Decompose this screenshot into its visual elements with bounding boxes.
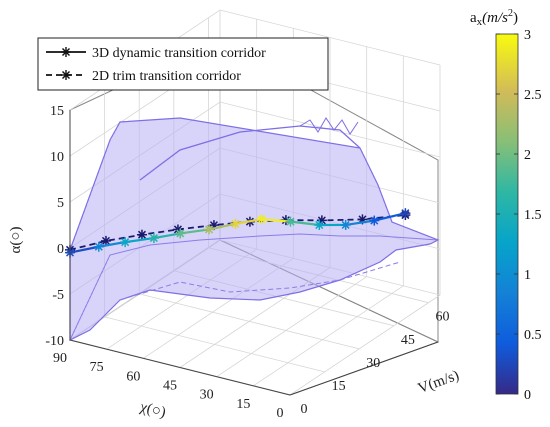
colorbar-ticks: 0 0.5 1 1.5 2 2.5 3 [496, 28, 542, 403]
corridor-surface [69, 117, 440, 341]
z-tick-label: -5 [52, 288, 64, 303]
colorbar-tick-label: 2 [524, 148, 531, 163]
legend-entry-2d: 2D trim transition corridor [46, 69, 241, 84]
series-3d-segment [374, 212, 406, 222]
z-axis-label: α(○) [8, 227, 24, 254]
series-3d-point [369, 215, 380, 226]
x-tick-label: 0 [277, 406, 284, 421]
axes-front [69, 110, 439, 396]
series-3d-point [230, 218, 241, 229]
z-tick-label: 10 [50, 150, 64, 165]
colorbar-tick-label: 0.5 [524, 328, 542, 343]
x-tick-label: 60 [126, 369, 140, 384]
series-3d-point [285, 216, 296, 227]
series-3d-segment [235, 218, 262, 225]
colorbar-label: ax(m/s2) [470, 8, 518, 28]
series-3d-segment [208, 222, 236, 231]
series-3d-point [93, 241, 104, 252]
legend-label-3d: 3D dynamic transition corridor [92, 46, 266, 61]
z-tick-label: 5 [57, 196, 64, 211]
series-3d-segment [153, 232, 181, 240]
z-tick-label: -10 [45, 334, 64, 349]
colorbar-tick-label: 0 [524, 388, 531, 403]
series-layer [65, 208, 411, 258]
colorbar-tick-label: 1.5 [524, 208, 542, 223]
tick-layer: -10 -5 0 5 10 15 90 75 60 45 30 15 0 0 15 30 45 60 [45, 104, 449, 421]
x-tick-label: 45 [163, 379, 177, 394]
legend-entry-3d: 3D dynamic transition corridor [46, 46, 266, 61]
series-2d-point [100, 235, 111, 246]
z-tick-label: 0 [57, 242, 64, 257]
colorbar-tick-label: 1 [524, 268, 531, 283]
x-tick-label: 15 [236, 397, 250, 412]
series-3d-point [340, 219, 351, 230]
series-3d-point [148, 233, 159, 244]
x-tick-label: 30 [200, 388, 214, 403]
y-tick-label: 15 [332, 379, 346, 394]
legend-marker-star [61, 47, 71, 57]
legend-label-2d: 2D trim transition corridor [92, 69, 241, 84]
y-tick-label: 30 [366, 356, 380, 371]
series-3d-segment [98, 241, 126, 248]
series-3d-point [120, 237, 131, 248]
y-axis-label: V(m/s) [416, 367, 461, 397]
y-tick-label: 60 [435, 310, 449, 325]
series-3d-segment [69, 245, 100, 254]
legend: 3D dynamic transition corridor 2D trim t… [37, 37, 329, 91]
series-2d-point [136, 229, 147, 240]
x-axis-label: χ(○) [138, 399, 168, 421]
colorbar-tick-label: 3 [524, 28, 531, 43]
colorbar-tick-label: 2.5 [524, 88, 542, 103]
y-tick-label: 45 [401, 333, 415, 348]
series-3d-point [256, 214, 267, 225]
series-3d-point [400, 208, 411, 219]
x-tick-label: 90 [53, 351, 67, 366]
legend-marker-star [61, 70, 71, 80]
colorbar: 0 0.5 1 1.5 2 2.5 3 ax(m/s2) [470, 8, 542, 403]
y-tick-label: 0 [301, 402, 308, 417]
x-tick-label: 75 [90, 360, 104, 375]
z-tick-label: 15 [50, 104, 64, 119]
series-3d-point [204, 224, 215, 235]
series-3d-point [175, 228, 186, 239]
series-3d-point [314, 219, 325, 230]
